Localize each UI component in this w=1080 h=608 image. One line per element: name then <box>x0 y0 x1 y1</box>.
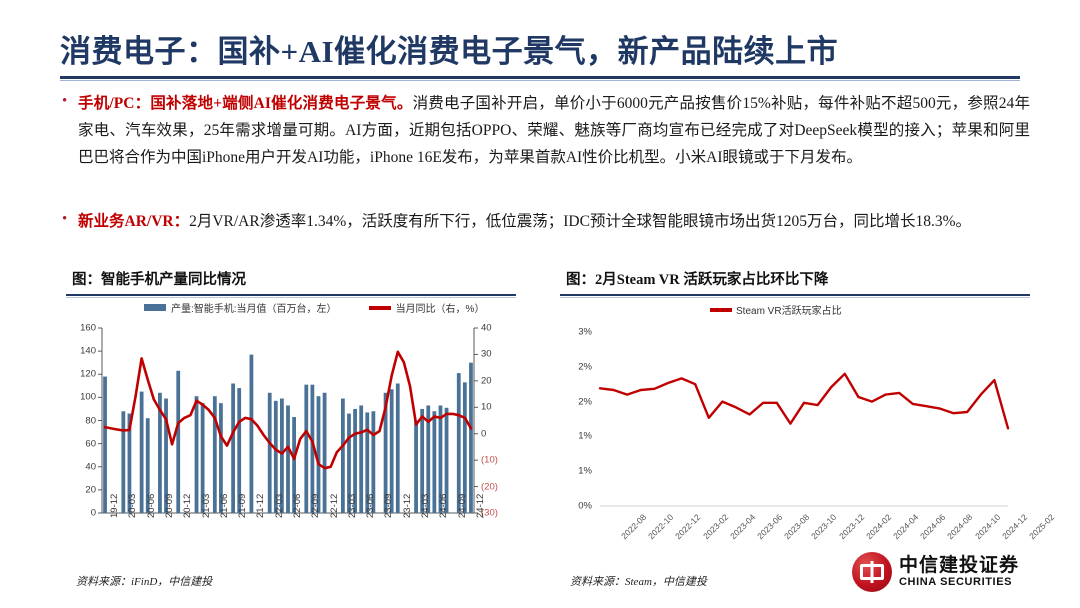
logo-name-cn: 中信建投证券 <box>899 555 1020 576</box>
x-axis-tick-label: 21-03 <box>200 493 212 518</box>
x-axis-tick-label: 24-06 <box>438 493 450 518</box>
chart-legend: Steam VR活跃玩家占比 <box>710 302 842 317</box>
chart-canvas <box>98 327 478 514</box>
legend-swatch-icon <box>368 305 391 310</box>
logo-text-block: 中信建投证券 CHINA SECURITIES <box>899 555 1020 589</box>
y2-axis-tick-label: (30) <box>481 507 498 519</box>
x-axis-tick-label: 22-09 <box>310 493 322 518</box>
bullet-marker: • <box>62 93 68 109</box>
x-axis-tick-label: 22-06 <box>292 493 303 518</box>
x-axis-tick-label: 20-12 <box>182 493 194 518</box>
y2-axis-tick-label: (20) <box>481 481 498 493</box>
x-axis-tick-label: 22-03 <box>273 493 285 518</box>
y-axis-tick-label: 160 <box>80 322 96 334</box>
y2-axis-tick-label: 0 <box>481 428 487 440</box>
y-axis-tick-label: 1% <box>578 465 592 477</box>
x-axis-tick-label: 23-09 <box>383 493 395 518</box>
x-axis-tick-label: 19-12 <box>109 493 121 518</box>
y-axis-tick-label: 20 <box>85 484 96 496</box>
title-divider <box>60 76 1020 79</box>
figure-right-title: 图：2月Steam VR 活跃玩家占比环比下降 <box>566 272 829 288</box>
x-axis-tick-label: 23-06 <box>365 493 377 518</box>
logo-name-en: CHINA SECURITIES <box>899 576 1013 588</box>
y-axis-tick-label: 100 <box>80 391 96 403</box>
figure-right-divider <box>560 294 1030 296</box>
bullet-rest-2: 2月VR/AR渗透率1.34%，活跃度有所下行，低位震荡；IDC预计全球智能眼镜… <box>189 213 971 230</box>
chart-steam-vr-share: Steam VR活跃玩家占比 0% 1% 1% 2% 2% 3% 2022-08 2022-10… <box>560 298 1056 573</box>
chart-canvas <box>598 372 1010 507</box>
x-axis-tick-label: 24-09 <box>456 493 468 518</box>
figure-right-divider-thin <box>560 297 1030 298</box>
x-axis-tick-label: 24-03 <box>420 493 432 518</box>
y2-axis-tick-label: 40 <box>481 322 492 334</box>
y-axis-tick-label: 3% <box>578 326 592 338</box>
y-axis-tick-label: 40 <box>85 461 96 473</box>
figure-left: 图：智能手机产量同比情况 产量:智能手机:当月值（百万台，左） 当月同比（右，%）… <box>66 268 516 589</box>
bullet-lead-2: 新业务AR/VR： <box>78 213 190 230</box>
y2-axis-tick-label: 30 <box>481 348 492 360</box>
page-title: 消费电子：国补+AI催化消费电子景气，新产品陆续上市 <box>60 34 839 69</box>
x-axis-tick-label: 21-09 <box>237 493 249 518</box>
bullet-text-1: 手机/PC：国补落地+端侧AI催化消费电子景气。消费电子国补开启，单价小于600… <box>78 90 1030 171</box>
legend-label: Steam VR活跃玩家占比 <box>736 306 842 317</box>
x-axis-tick-label: 2025-02 <box>1027 512 1057 542</box>
x-axis-tick-label: 23-12 <box>401 493 413 518</box>
legend-label: 当月同比（右，%） <box>395 304 485 315</box>
legend-item: Steam VR活跃玩家占比 <box>710 302 842 317</box>
legend-item: 当月同比（右，%） <box>368 300 485 315</box>
y-axis-tick-label: 80 <box>85 415 96 426</box>
bullet-marker: • <box>62 211 68 227</box>
y-axis-tick-label: 2% <box>578 361 592 373</box>
figure-left-divider <box>66 294 516 296</box>
legend-item: 产量:智能手机:当月值（百万台，左） <box>144 300 337 315</box>
title-divider-thin <box>60 80 1020 81</box>
y2-axis-tick-label: 20 <box>481 375 492 387</box>
figure-right-source: 资料来源：Steam，中信建投 <box>570 576 707 588</box>
y-axis-tick-label: 120 <box>80 368 96 380</box>
bullet-rest-1: 消费电子国补开启，单价小于6000元产品按售价15%补贴，每件补贴不超500元，… <box>78 95 1030 166</box>
chart-legend: 产量:智能手机:当月值（百万台，左） 当月同比（右，%） <box>144 300 510 315</box>
x-axis-tick-label: 20-03 <box>127 493 139 518</box>
y-axis-tick-label: 60 <box>85 438 96 450</box>
figure-left-divider-thin <box>66 297 516 298</box>
y-axis-tick-label: 0% <box>578 500 592 512</box>
legend-swatch-icon <box>710 307 732 312</box>
slide-title-block: 消费电子：国补+AI催化消费电子景气，新产品陆续上市 <box>0 26 1080 78</box>
x-axis-tick-label: 24-12 <box>474 493 486 518</box>
y2-axis-tick-label: 10 <box>481 401 492 413</box>
x-axis-tick-label: 23-03 <box>346 493 358 518</box>
x-axis-tick-label: 21-06 <box>218 493 230 518</box>
y-axis-tick-label: 2% <box>578 396 592 408</box>
y2-axis-tick-label: (10) <box>481 454 498 466</box>
chart-smartphone-output: 产量:智能手机:当月值（百万台，左） 当月同比（右，%） 0 20 40 60 80 100 1… <box>66 298 516 573</box>
bullet-item-2: • 新业务AR/VR：2月VR/AR渗透率1.34%，活跃度有所下行，低位震荡；… <box>62 208 1030 235</box>
company-logo: 中信建投证券 CHINA SECURITIES <box>852 552 1019 592</box>
figure-left-title: 图：智能手机产量同比情况 <box>72 272 246 288</box>
china-securities-mark-icon <box>852 552 892 592</box>
bullet-text-2: 新业务AR/VR：2月VR/AR渗透率1.34%，活跃度有所下行，低位震荡；ID… <box>78 208 971 235</box>
x-axis-tick-label: 22-12 <box>328 493 340 518</box>
legend-label: 产量:智能手机:当月值（百万台，左） <box>171 304 337 315</box>
x-axis-tick-label: 21-12 <box>255 493 267 518</box>
legend-swatch-icon <box>144 304 166 311</box>
figure-right: 图：2月Steam VR 活跃玩家占比环比下降 Steam VR活跃玩家占比 0%… <box>560 268 1056 589</box>
y-axis-tick-label: 0 <box>90 507 96 519</box>
bullet-lead-1: 手机/PC：国补落地+端侧AI催化消费电子景气。 <box>78 95 413 112</box>
x-axis-tick-label: 20-06 <box>145 493 157 518</box>
y-axis-tick-label: 1% <box>578 430 592 442</box>
bullet-item-1: • 手机/PC：国补落地+端侧AI催化消费电子景气。消费电子国补开启，单价小于6… <box>62 90 1030 171</box>
y-axis-tick-label: 140 <box>80 345 96 357</box>
figure-left-source: 资料来源：iFinD，中信建投 <box>76 576 213 588</box>
x-axis-tick-label: 20-09 <box>163 493 175 518</box>
